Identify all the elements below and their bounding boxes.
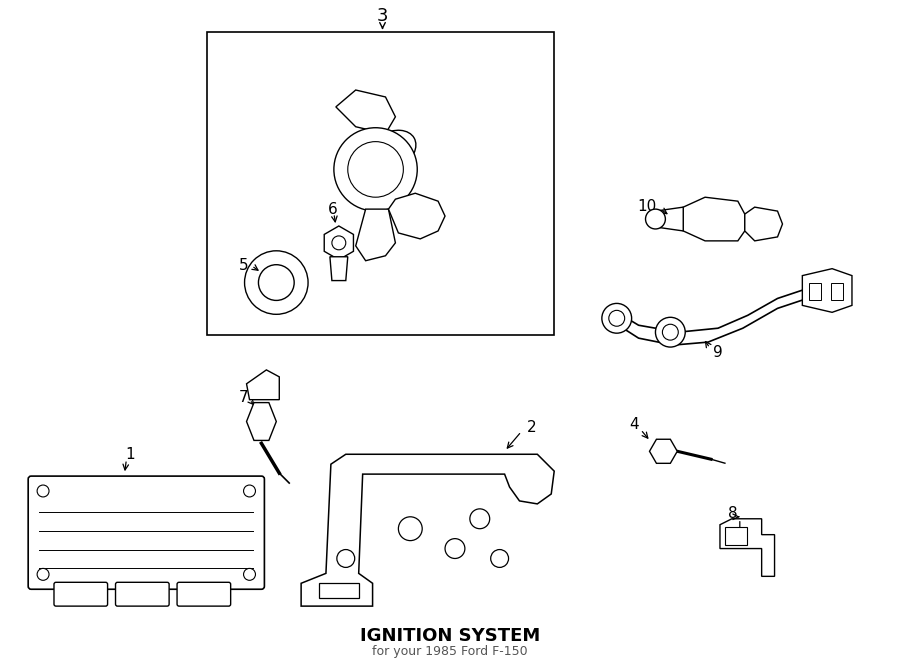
Polygon shape xyxy=(302,454,554,606)
Circle shape xyxy=(491,549,508,567)
Circle shape xyxy=(37,485,49,497)
Circle shape xyxy=(244,485,256,497)
Polygon shape xyxy=(247,403,276,440)
Circle shape xyxy=(258,264,294,301)
Text: 4: 4 xyxy=(629,417,638,432)
Bar xyxy=(831,282,843,301)
Circle shape xyxy=(347,141,403,197)
Polygon shape xyxy=(319,583,359,598)
Circle shape xyxy=(662,325,679,340)
Polygon shape xyxy=(745,207,782,241)
Circle shape xyxy=(37,568,49,580)
FancyBboxPatch shape xyxy=(115,582,169,606)
Polygon shape xyxy=(802,268,852,313)
FancyBboxPatch shape xyxy=(177,582,230,606)
Bar xyxy=(724,527,747,545)
Circle shape xyxy=(470,509,490,529)
Text: 2: 2 xyxy=(526,420,536,435)
Circle shape xyxy=(334,128,418,211)
Text: 8: 8 xyxy=(728,506,738,522)
Polygon shape xyxy=(330,256,347,280)
Polygon shape xyxy=(356,209,395,260)
Polygon shape xyxy=(720,519,775,576)
Circle shape xyxy=(445,539,465,559)
Circle shape xyxy=(608,311,625,327)
Circle shape xyxy=(655,317,685,347)
Text: 3: 3 xyxy=(377,7,388,24)
Text: 6: 6 xyxy=(328,202,338,217)
Polygon shape xyxy=(247,370,279,400)
Ellipse shape xyxy=(365,130,416,173)
FancyBboxPatch shape xyxy=(54,582,108,606)
Polygon shape xyxy=(650,440,678,463)
Polygon shape xyxy=(389,193,445,239)
Bar xyxy=(207,32,554,335)
FancyBboxPatch shape xyxy=(28,476,265,589)
Text: IGNITION SYSTEM: IGNITION SYSTEM xyxy=(360,627,540,645)
Text: 1: 1 xyxy=(126,447,135,462)
Text: 7: 7 xyxy=(238,390,248,405)
Polygon shape xyxy=(655,207,683,231)
Circle shape xyxy=(337,549,355,567)
Circle shape xyxy=(399,517,422,541)
Circle shape xyxy=(332,236,346,250)
Text: 10: 10 xyxy=(637,199,656,214)
Circle shape xyxy=(645,209,665,229)
Circle shape xyxy=(245,251,308,315)
Text: 5: 5 xyxy=(238,258,248,273)
Circle shape xyxy=(325,229,353,256)
Polygon shape xyxy=(324,226,354,260)
Text: for your 1985 Ford F-150: for your 1985 Ford F-150 xyxy=(373,645,527,658)
Text: 9: 9 xyxy=(713,344,723,360)
Circle shape xyxy=(602,303,632,333)
Polygon shape xyxy=(683,197,745,241)
Bar xyxy=(809,282,821,301)
Circle shape xyxy=(244,568,256,580)
Polygon shape xyxy=(336,90,395,134)
